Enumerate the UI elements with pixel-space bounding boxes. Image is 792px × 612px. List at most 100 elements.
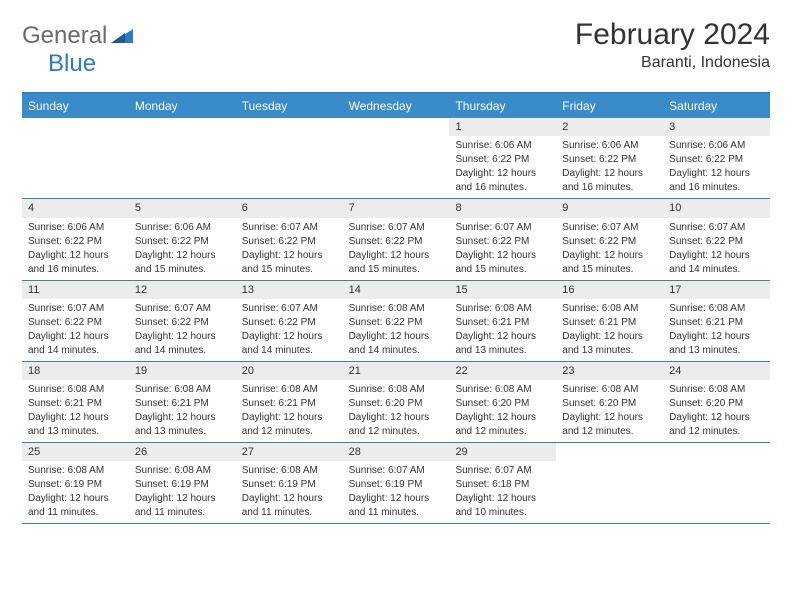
day-body: Sunrise: 6:08 AMSunset: 6:19 PMDaylight:… — [129, 461, 236, 523]
day-header-tuesday: Tuesday — [236, 94, 343, 118]
week-row: 1Sunrise: 6:06 AMSunset: 6:22 PMDaylight… — [22, 118, 770, 199]
day-dl1: Daylight: 12 hours — [349, 249, 444, 262]
day-dl2: and 11 minutes. — [349, 506, 444, 519]
day-dl2: and 15 minutes. — [562, 263, 657, 276]
day-number: 15 — [449, 281, 556, 299]
day-number: 14 — [343, 281, 450, 299]
page-subtitle: Baranti, Indonesia — [575, 54, 770, 72]
day-cell: 20Sunrise: 6:08 AMSunset: 6:21 PMDayligh… — [236, 362, 343, 442]
day-dl1: Daylight: 12 hours — [562, 167, 657, 180]
day-dl2: and 12 minutes. — [349, 425, 444, 438]
day-cell — [129, 118, 236, 198]
day-number — [343, 118, 450, 136]
day-body: Sunrise: 6:08 AMSunset: 6:20 PMDaylight:… — [663, 380, 770, 442]
day-sunset: Sunset: 6:20 PM — [562, 397, 657, 410]
day-number: 24 — [663, 362, 770, 380]
day-cell — [236, 118, 343, 198]
day-sunrise: Sunrise: 6:08 AM — [135, 383, 230, 396]
day-dl1: Daylight: 12 hours — [455, 249, 550, 262]
day-cell: 4Sunrise: 6:06 AMSunset: 6:22 PMDaylight… — [22, 199, 129, 279]
day-sunrise: Sunrise: 6:06 AM — [669, 139, 764, 152]
day-number: 9 — [556, 199, 663, 217]
day-body: Sunrise: 6:07 AMSunset: 6:22 PMDaylight:… — [449, 218, 556, 280]
day-cell: 1Sunrise: 6:06 AMSunset: 6:22 PMDaylight… — [449, 118, 556, 198]
day-sunset: Sunset: 6:22 PM — [349, 235, 444, 248]
day-dl1: Daylight: 12 hours — [135, 411, 230, 424]
day-sunrise: Sunrise: 6:08 AM — [562, 302, 657, 315]
day-cell: 19Sunrise: 6:08 AMSunset: 6:21 PMDayligh… — [129, 362, 236, 442]
day-cell: 14 Sunrise: 6:08 AMSunset: 6:22 PMDayligh… — [343, 281, 450, 361]
day-number: 8 — [449, 199, 556, 217]
day-dl1: Daylight: 12 hours — [455, 167, 550, 180]
day-sunset: Sunset: 6:21 PM — [242, 397, 337, 410]
day-number: 21 — [343, 362, 450, 380]
day-dl2: and 16 minutes. — [28, 263, 123, 276]
logo-text-general: General — [22, 22, 107, 50]
day-body: Sunrise: 6:07 AMSunset: 6:22 PMDaylight:… — [556, 218, 663, 280]
day-cell: 2Sunrise: 6:06 AMSunset: 6:22 PMDaylight… — [556, 118, 663, 198]
day-number: 10 — [663, 199, 770, 217]
weeks-container: 1Sunrise: 6:06 AMSunset: 6:22 PMDaylight… — [22, 118, 770, 524]
day-dl2: and 12 minutes. — [669, 425, 764, 438]
day-sunrise: Sunrise: 6:08 AM — [349, 302, 444, 315]
day-sunset: Sunset: 6:21 PM — [28, 397, 123, 410]
day-dl2: and 14 minutes. — [349, 344, 444, 357]
day-body: Sunrise: 6:07 AMSunset: 6:18 PMDaylight:… — [449, 461, 556, 523]
day-sunset: Sunset: 6:22 PM — [135, 316, 230, 329]
day-number — [236, 118, 343, 136]
day-body: Sunrise: 6:07 AMSunset: 6:22 PMDaylight:… — [236, 299, 343, 361]
day-dl1: Daylight: 12 hours — [28, 330, 123, 343]
day-body: Sunrise: 6:07 AMSunset: 6:22 PMDaylight:… — [129, 299, 236, 361]
day-body: Sunrise: 6:07 AMSunset: 6:22 PMDaylight:… — [663, 218, 770, 280]
day-dl2: and 14 minutes. — [28, 344, 123, 357]
day-body: Sunrise: 6:08 AMSunset: 6:20 PMDaylight:… — [343, 380, 450, 442]
day-cell: 27Sunrise: 6:08 AMSunset: 6:19 PMDayligh… — [236, 443, 343, 523]
page-title: February 2024 — [575, 18, 770, 52]
day-dl2: and 11 minutes. — [28, 506, 123, 519]
day-dl2: and 13 minutes. — [455, 344, 550, 357]
logo: General — [22, 18, 135, 50]
calendar: Sunday Monday Tuesday Wednesday Thursday… — [22, 92, 770, 524]
day-dl1: Daylight: 12 hours — [562, 330, 657, 343]
day-header-sunday: Sunday — [22, 94, 129, 118]
day-dl2: and 14 minutes. — [669, 263, 764, 276]
week-row: 18Sunrise: 6:08 AMSunset: 6:21 PMDayligh… — [22, 362, 770, 443]
day-sunrise: Sunrise: 6:08 AM — [669, 383, 764, 396]
day-sunrise: Sunrise: 6:08 AM — [349, 383, 444, 396]
day-sunset: Sunset: 6:22 PM — [669, 153, 764, 166]
day-cell: 15Sunrise: 6:08 AMSunset: 6:21 PMDayligh… — [449, 281, 556, 361]
day-body: Sunrise: 6:08 AMSunset: 6:19 PMDaylight:… — [236, 461, 343, 523]
day-number: 12 — [129, 281, 236, 299]
day-cell: 16Sunrise: 6:08 AMSunset: 6:21 PMDayligh… — [556, 281, 663, 361]
logo-text-blue: Blue — [48, 50, 96, 78]
day-dl1: Daylight: 12 hours — [242, 411, 337, 424]
day-dl2: and 15 minutes. — [455, 263, 550, 276]
day-dl1: Daylight: 12 hours — [562, 411, 657, 424]
day-body: Sunrise: 6:06 AMSunset: 6:22 PMDaylight:… — [449, 136, 556, 198]
day-sunrise: Sunrise: 6:07 AM — [455, 221, 550, 234]
day-sunrise: Sunrise: 6:08 AM — [28, 383, 123, 396]
day-body: Sunrise: 6:08 AMSunset: 6:20 PMDaylight:… — [556, 380, 663, 442]
day-dl1: Daylight: 12 hours — [349, 330, 444, 343]
day-sunrise: Sunrise: 6:08 AM — [455, 302, 550, 315]
day-dl1: Daylight: 12 hours — [242, 330, 337, 343]
day-number: 7 — [343, 199, 450, 217]
day-dl2: and 13 minutes. — [28, 425, 123, 438]
day-sunrise: Sunrise: 6:06 AM — [135, 221, 230, 234]
day-sunrise: Sunrise: 6:07 AM — [349, 464, 444, 477]
day-dl2: and 16 minutes. — [562, 181, 657, 194]
day-dl2: and 15 minutes. — [349, 263, 444, 276]
day-dl1: Daylight: 12 hours — [669, 330, 764, 343]
day-header-wednesday: Wednesday — [343, 94, 450, 118]
day-body: Sunrise: 6:07 AMSunset: 6:22 PMDaylight:… — [22, 299, 129, 361]
day-number: 25 — [22, 443, 129, 461]
day-dl2: and 14 minutes. — [242, 344, 337, 357]
day-cell: 23Sunrise: 6:08 AMSunset: 6:20 PMDayligh… — [556, 362, 663, 442]
day-cell: 5Sunrise: 6:06 AMSunset: 6:22 PMDaylight… — [129, 199, 236, 279]
day-header-friday: Friday — [556, 94, 663, 118]
day-sunset: Sunset: 6:22 PM — [349, 316, 444, 329]
day-dl2: and 16 minutes. — [455, 181, 550, 194]
day-number: 18 — [22, 362, 129, 380]
day-dl2: and 11 minutes. — [242, 506, 337, 519]
day-number: 26 — [129, 443, 236, 461]
